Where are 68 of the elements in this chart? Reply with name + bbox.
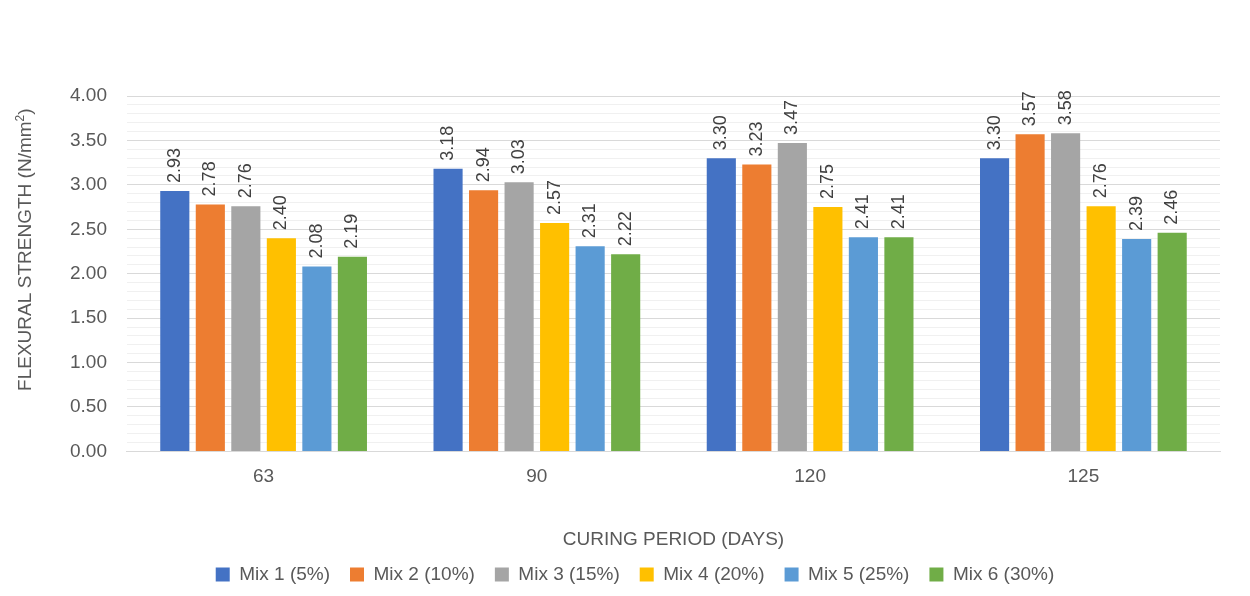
data-label: 2.39 bbox=[1125, 196, 1146, 232]
data-label: 3.30 bbox=[710, 115, 731, 151]
bar bbox=[540, 223, 570, 451]
bar bbox=[813, 207, 843, 451]
x-tick-label: 63 bbox=[253, 465, 275, 487]
data-label: 2.19 bbox=[341, 213, 362, 249]
y-tick-label: 2.50 bbox=[70, 217, 107, 239]
data-label: 3.58 bbox=[1054, 90, 1075, 126]
data-label: 2.31 bbox=[579, 203, 600, 239]
bar bbox=[777, 143, 807, 451]
bar bbox=[611, 254, 641, 451]
y-tick-label: 1.50 bbox=[70, 306, 107, 328]
legend-label: Mix 4 (20%) bbox=[663, 562, 765, 584]
data-label: 2.08 bbox=[305, 223, 326, 259]
data-label: 2.75 bbox=[816, 164, 837, 200]
data-label: 3.57 bbox=[1019, 91, 1040, 127]
data-label: 2.41 bbox=[887, 194, 908, 230]
data-label: 3.30 bbox=[983, 115, 1004, 151]
x-tick-label: 90 bbox=[526, 465, 548, 487]
data-label: 3.18 bbox=[437, 125, 458, 161]
data-label: 2.41 bbox=[852, 194, 873, 230]
data-label: 3.47 bbox=[781, 100, 802, 136]
data-label: 2.46 bbox=[1161, 189, 1182, 225]
x-axis-title: CURING PERIOD (DAYS) bbox=[562, 527, 785, 549]
bar bbox=[337, 256, 367, 451]
data-label: 2.57 bbox=[543, 180, 564, 216]
bar bbox=[848, 237, 878, 451]
bar bbox=[266, 238, 296, 451]
bar bbox=[884, 237, 914, 451]
data-label: 3.23 bbox=[745, 121, 766, 157]
y-tick-label: 3.50 bbox=[70, 128, 107, 150]
legend-label: Mix 1 (5%) bbox=[239, 562, 331, 584]
bar bbox=[504, 182, 534, 451]
data-label: 2.94 bbox=[472, 147, 493, 183]
bar bbox=[575, 246, 605, 451]
bar bbox=[1122, 239, 1152, 451]
legend-label: Mix 3 (15%) bbox=[518, 562, 620, 584]
y-tick-label: 1.00 bbox=[70, 350, 107, 372]
legend-label: Mix 2 (10%) bbox=[373, 562, 475, 584]
y-tick-label: 0.50 bbox=[70, 395, 107, 417]
x-tick-label: 125 bbox=[1067, 465, 1100, 487]
data-label: 2.76 bbox=[1090, 163, 1111, 199]
x-tick-label: 120 bbox=[794, 465, 826, 487]
y-tick-label: 3.00 bbox=[70, 173, 107, 195]
data-label: 3.03 bbox=[508, 139, 529, 175]
bar bbox=[706, 158, 736, 451]
y-tick-label: 0.00 bbox=[70, 439, 107, 461]
bar bbox=[980, 158, 1010, 451]
bar bbox=[195, 204, 225, 451]
data-label: 2.40 bbox=[270, 195, 291, 231]
bar bbox=[742, 164, 772, 451]
bar bbox=[1157, 232, 1187, 451]
bar bbox=[1086, 206, 1116, 451]
bar bbox=[1015, 134, 1045, 451]
y-tick-label: 2.00 bbox=[70, 261, 107, 283]
data-label: 2.93 bbox=[163, 148, 184, 184]
bar bbox=[302, 266, 332, 451]
legend-label: Mix 5 (25%) bbox=[808, 562, 910, 584]
data-label: 2.76 bbox=[234, 163, 255, 199]
data-label: 2.22 bbox=[614, 211, 635, 247]
bar bbox=[231, 206, 261, 451]
data-label: 2.78 bbox=[199, 161, 220, 197]
bar bbox=[433, 168, 463, 451]
bar bbox=[469, 190, 499, 451]
legend-label: Mix 6 (30%) bbox=[952, 562, 1055, 584]
y-tick-label: 4.00 bbox=[70, 84, 107, 106]
bar bbox=[160, 191, 190, 451]
bar bbox=[1051, 133, 1081, 451]
